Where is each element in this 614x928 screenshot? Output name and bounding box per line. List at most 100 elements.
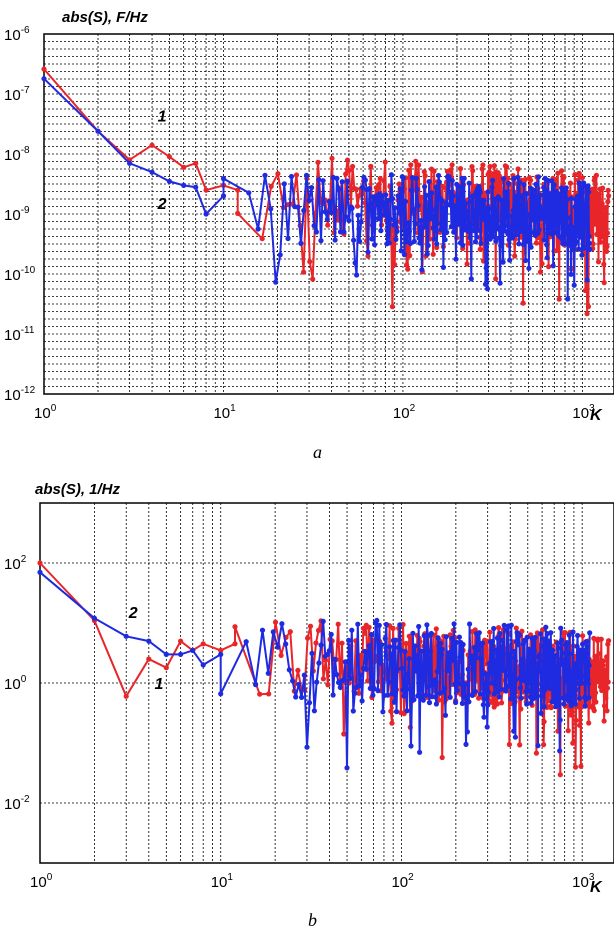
data-point [259, 627, 266, 633]
y-tick-label: 10-10 [4, 265, 36, 284]
data-point [320, 178, 326, 184]
data-point [368, 200, 374, 206]
data-point [382, 635, 388, 642]
data-point [235, 210, 241, 216]
panel-label: b [308, 910, 317, 928]
data-point [398, 248, 404, 254]
data-point [467, 621, 473, 627]
data-point [583, 639, 589, 645]
data-point [559, 637, 565, 643]
data-point [484, 724, 490, 730]
data-point [498, 243, 504, 249]
data-point [446, 667, 453, 673]
data-point [595, 259, 602, 265]
data-point [190, 647, 196, 654]
data-point [483, 647, 489, 653]
data-point [309, 185, 315, 191]
data-point [491, 212, 498, 218]
data-point [548, 630, 554, 636]
data-point [324, 216, 330, 222]
data-point [323, 657, 329, 663]
data-point [452, 209, 458, 215]
data-point [426, 179, 432, 185]
data-point [558, 194, 564, 200]
data-point [524, 238, 530, 244]
data-point [537, 192, 543, 198]
data-point [218, 691, 224, 697]
curve-label: 2 [128, 605, 138, 622]
data-point [518, 706, 524, 712]
data-point [565, 658, 571, 665]
data-point [375, 688, 381, 694]
data-point [435, 220, 441, 226]
data-point [484, 672, 490, 678]
data-point [554, 664, 560, 670]
data-point [505, 651, 511, 657]
data-point [298, 240, 304, 246]
data-point [434, 241, 440, 247]
data-point [396, 210, 402, 216]
data-point [290, 678, 296, 684]
data-point [456, 195, 462, 201]
data-point [477, 189, 483, 195]
data-point [410, 207, 416, 213]
data-point [567, 242, 573, 248]
data-point [544, 255, 550, 261]
data-point [485, 189, 491, 195]
data-point [304, 744, 310, 750]
data-point [343, 171, 349, 177]
data-point [309, 650, 315, 656]
data-point [403, 640, 409, 647]
data-point [416, 623, 422, 630]
data-point [586, 662, 592, 668]
data-point [586, 695, 592, 701]
data-point [341, 229, 347, 235]
data-point [552, 653, 558, 659]
data-point [470, 653, 476, 659]
data-point [584, 644, 590, 650]
data-point [352, 690, 358, 696]
data-point [438, 640, 444, 646]
data-point [480, 640, 486, 646]
data-point [415, 693, 421, 699]
y-tick-label: 10-6 [4, 25, 30, 44]
data-point [349, 205, 355, 211]
data-point [480, 162, 486, 168]
data-point [491, 625, 497, 632]
data-point [504, 200, 510, 206]
data-point [463, 741, 469, 748]
data-point [166, 154, 172, 160]
data-point [421, 169, 427, 175]
series-group [37, 560, 612, 778]
data-point [281, 181, 287, 187]
data-point [471, 228, 477, 234]
data-point [541, 237, 547, 243]
data-point [543, 624, 549, 630]
data-point [598, 636, 604, 642]
data-point [603, 204, 609, 210]
y-axis-label: abs(S), 1/Hz [35, 481, 121, 498]
data-point [268, 206, 274, 212]
data-point [408, 743, 414, 749]
data-point [592, 663, 598, 669]
data-point [571, 665, 577, 671]
data-point [414, 186, 420, 193]
data-point [448, 224, 454, 230]
data-point [560, 216, 567, 222]
data-point [558, 625, 564, 631]
data-point [313, 229, 319, 235]
data-point [424, 251, 430, 257]
data-point [293, 694, 299, 700]
data-point [527, 657, 533, 663]
data-point [382, 159, 388, 165]
data-point [457, 184, 463, 190]
data-point [487, 629, 493, 635]
data-point [355, 212, 361, 218]
data-point [37, 569, 43, 575]
data-point [600, 658, 606, 664]
data-point [200, 641, 206, 647]
data-point [533, 693, 539, 700]
data-point [409, 175, 415, 181]
data-point [576, 180, 582, 186]
data-point [599, 201, 605, 207]
